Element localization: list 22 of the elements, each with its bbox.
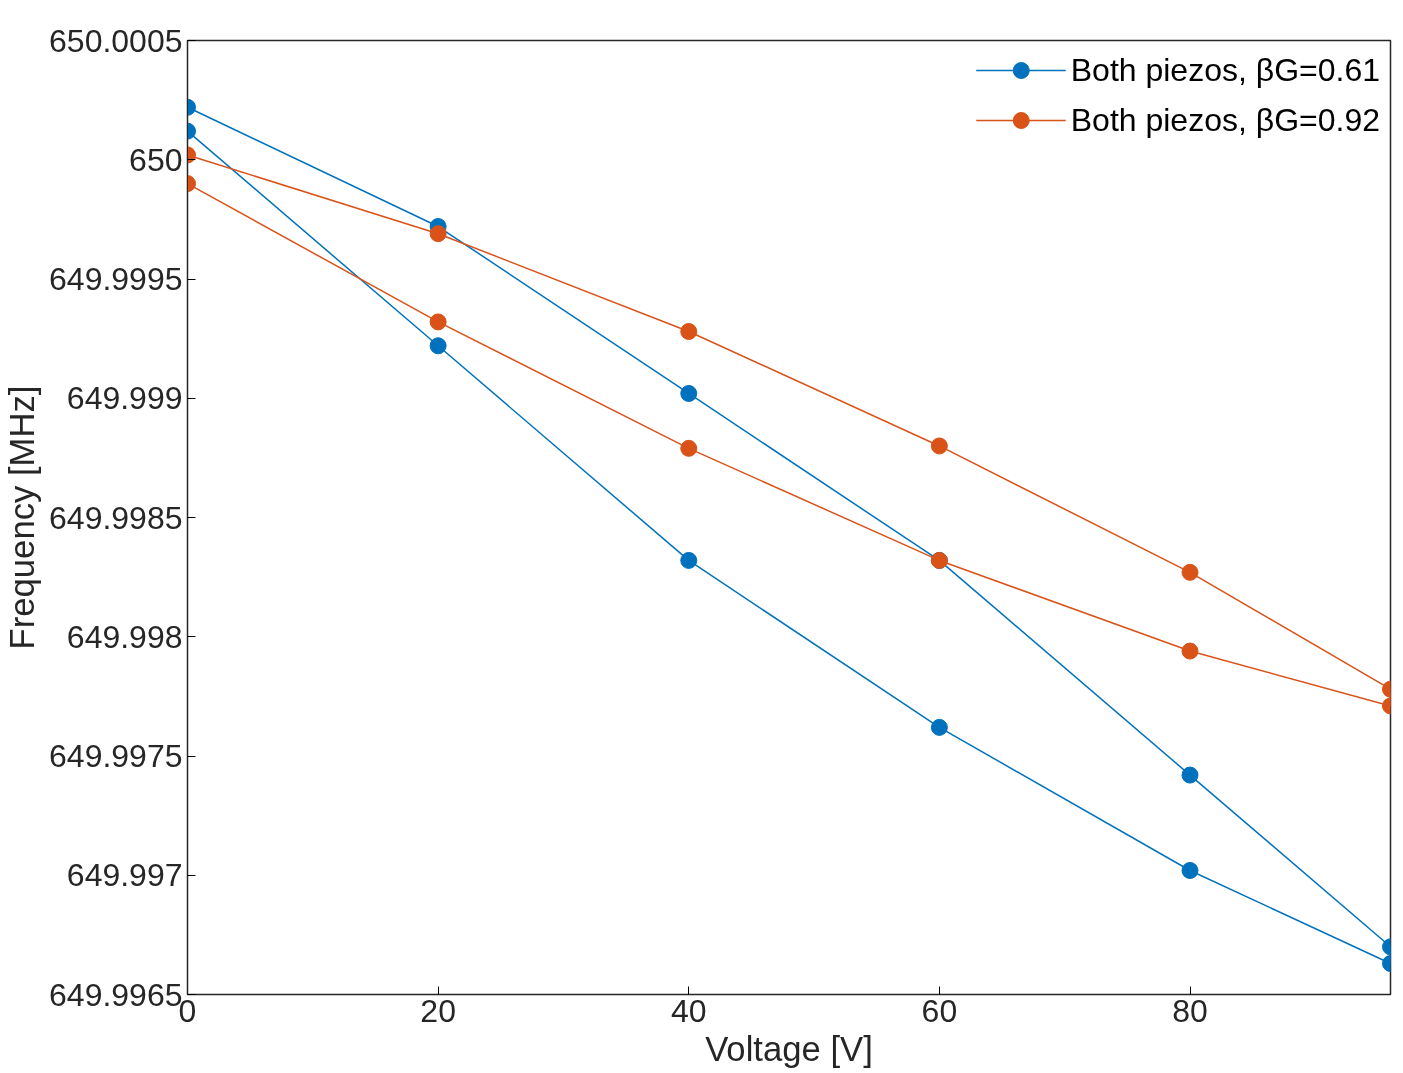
y-tick-label: 649.998 — [66, 618, 183, 655]
y-tick-label: 649.997 — [66, 857, 183, 894]
y-axis-title: Frequency [MHz] — [3, 385, 42, 650]
legend-label: Both piezos, βG=0.92 — [1070, 101, 1380, 139]
x-tick-label: 60 — [921, 992, 958, 1029]
y-tick-label: 649.9995 — [49, 261, 183, 297]
legend-label: Both piezos, βG=0.61 — [1070, 51, 1380, 89]
point — [680, 439, 698, 457]
point — [680, 322, 698, 340]
point — [930, 718, 948, 736]
point — [680, 385, 698, 402]
point — [680, 551, 698, 569]
point — [930, 437, 948, 455]
y-tick-label: 649.9975 — [49, 738, 183, 774]
y-tick-label: 650.0005 — [49, 22, 183, 59]
x-tick-label: 40 — [670, 992, 707, 1029]
y-tick-label: 650 — [129, 141, 183, 178]
x-tick-label: 80 — [1172, 992, 1208, 1029]
x-tick-label: 20 — [420, 992, 456, 1029]
y-tick-label: 649.999 — [66, 380, 183, 417]
y-tick-label: 649.9985 — [49, 499, 183, 536]
x-axis-title: Voltage [V] — [705, 1029, 873, 1068]
